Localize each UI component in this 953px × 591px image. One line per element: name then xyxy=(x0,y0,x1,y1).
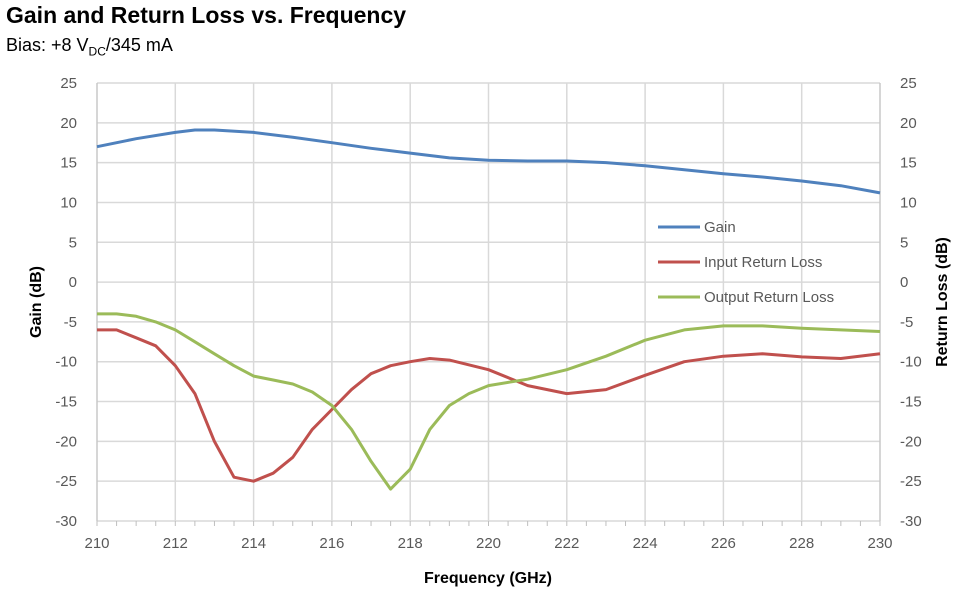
y-tick-label: -15 xyxy=(55,394,77,411)
x-tick-label: 210 xyxy=(84,535,109,552)
y2-tick-label: -15 xyxy=(900,394,922,411)
x-tick-label: 220 xyxy=(476,535,501,552)
subtitle-subscript: DC xyxy=(88,44,106,59)
y-tick-label: 20 xyxy=(60,115,77,132)
x-tick-label: 226 xyxy=(711,535,736,552)
y2-tick-label: -25 xyxy=(900,473,922,490)
y-axis-label: Gain (dB) xyxy=(28,266,45,338)
series-line-gain xyxy=(96,128,881,195)
y2-tick-label: 5 xyxy=(900,234,908,251)
x-tick-label: 216 xyxy=(319,535,344,552)
y2-tick-label: -30 xyxy=(900,513,922,530)
chart-subtitle: Bias: +8 VDC/345 mA xyxy=(6,35,173,59)
x-axis-label: Frequency (GHz) xyxy=(424,570,552,587)
subtitle-prefix: Bias: +8 V xyxy=(6,35,89,55)
y-tick-label: 25 xyxy=(60,75,77,92)
series-line-output-return-loss xyxy=(97,312,881,491)
y-tick-label: -25 xyxy=(55,473,77,490)
legend-label: Output Return Loss xyxy=(704,289,834,306)
y2-tick-label: 0 xyxy=(900,274,908,291)
y2-tick-label: 15 xyxy=(900,155,917,172)
subtitle-suffix: /345 mA xyxy=(105,35,173,55)
y-tick-label: -10 xyxy=(55,354,77,371)
y-tick-label: 5 xyxy=(69,234,77,251)
y-tick-label: 15 xyxy=(60,155,77,172)
y2-axis-label: Return Loss (dB) xyxy=(934,237,951,367)
x-tick-label: 222 xyxy=(554,535,579,552)
y-tick-label: -20 xyxy=(55,433,77,450)
y-tick-label: 0 xyxy=(69,274,77,291)
y2-tick-label: -10 xyxy=(900,354,922,371)
y2-tick-label: 20 xyxy=(900,115,917,132)
x-tick-label: 224 xyxy=(633,535,658,552)
x-tick-label: 230 xyxy=(867,535,892,552)
y-tick-label: -5 xyxy=(64,314,77,331)
legend-label: Input Return Loss xyxy=(704,254,822,271)
y-tick-label: 10 xyxy=(60,194,77,211)
y2-tick-label: -20 xyxy=(900,433,922,450)
series-line-input-return-loss xyxy=(97,328,881,483)
y2-tick-label: -5 xyxy=(900,314,913,331)
x-tick-label: 218 xyxy=(398,535,423,552)
y2-tick-label: 10 xyxy=(900,194,917,211)
x-tick-label: 212 xyxy=(163,535,188,552)
x-tick-label: 214 xyxy=(241,535,266,552)
y-tick-label: -30 xyxy=(55,513,77,530)
legend-label: Gain xyxy=(704,219,736,236)
chart-title: Gain and Return Loss vs. Frequency xyxy=(6,2,407,28)
x-tick-label: 228 xyxy=(789,535,814,552)
y2-tick-label: 25 xyxy=(900,75,917,92)
